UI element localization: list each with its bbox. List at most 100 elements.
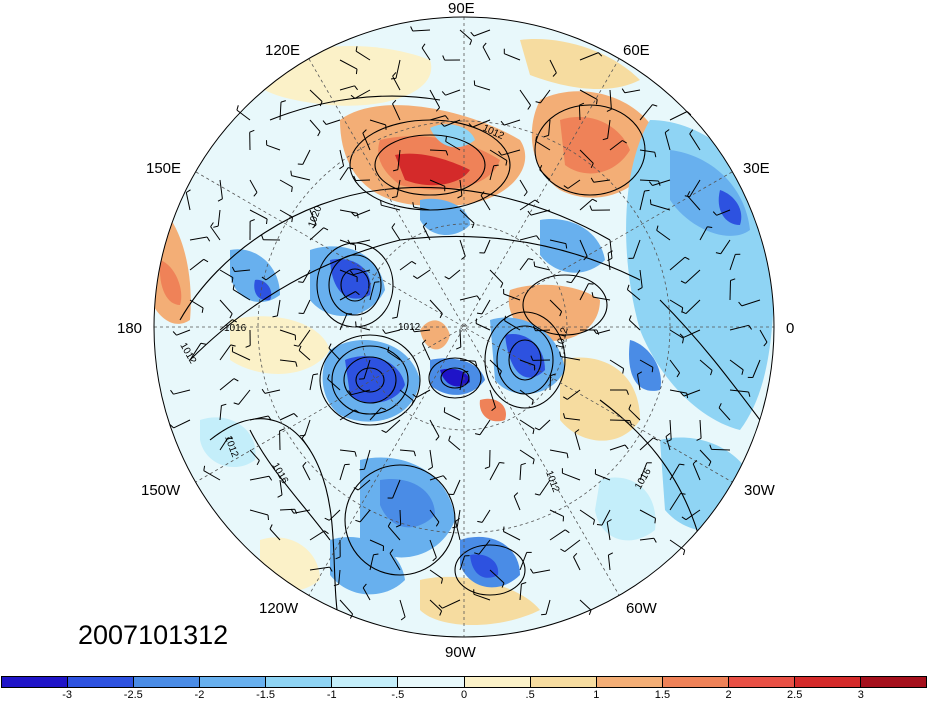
wind-barb xyxy=(519,552,528,571)
colorbar-swatch xyxy=(2,677,69,687)
wind-barb-flag xyxy=(592,519,595,525)
wind-barb-flag xyxy=(349,270,354,276)
colorbar-swatch xyxy=(266,677,333,687)
wind-barb xyxy=(279,179,293,188)
wind-barb xyxy=(279,102,282,121)
wind-barb xyxy=(219,405,222,421)
wind-barb xyxy=(504,119,521,126)
wind-barb-flag xyxy=(707,226,713,228)
wind-barb-flag xyxy=(351,212,356,217)
wind-barb xyxy=(392,479,401,499)
wind-barb-flag xyxy=(353,487,359,491)
wind-barb xyxy=(339,599,353,615)
wind-barb xyxy=(328,347,341,361)
wind-barb-flag xyxy=(654,152,657,158)
wind-barb-flag xyxy=(355,46,358,52)
wind-barb xyxy=(302,465,311,481)
wind-barb xyxy=(519,449,535,460)
wind-barb xyxy=(339,291,356,301)
wind-barb-flag xyxy=(400,616,406,621)
wind-barb-flag xyxy=(535,101,541,104)
wind-barb-flag xyxy=(598,52,603,57)
wind-barb xyxy=(664,132,671,151)
wind-barb-flag xyxy=(474,433,481,436)
wind-barb-flag xyxy=(391,196,397,199)
wind-barb xyxy=(567,179,581,189)
wind-barb xyxy=(442,599,461,609)
wind-barb xyxy=(593,179,611,183)
wind-barb-flag xyxy=(710,370,713,376)
wind-barb-flag xyxy=(529,568,534,574)
wind-barb-flag xyxy=(708,461,712,467)
wind-barb xyxy=(429,569,443,580)
wind-barb xyxy=(422,226,431,241)
wind-barb xyxy=(309,209,317,225)
wind-barb xyxy=(339,239,356,246)
wind-barb xyxy=(519,389,534,401)
wind-barb-flag xyxy=(684,256,690,260)
wind-barb xyxy=(354,209,371,217)
wind-barb xyxy=(689,179,701,197)
wind-barb-flag xyxy=(687,191,691,197)
wind-barb-flag xyxy=(298,281,304,283)
wind-barb xyxy=(444,411,461,421)
wind-barb-flag xyxy=(474,552,480,555)
colorbar-swatch xyxy=(200,677,267,687)
wind-barb xyxy=(669,389,687,394)
wind-barb-flag xyxy=(395,524,401,528)
wind-barb-flag xyxy=(267,415,272,421)
wind-barb xyxy=(459,179,463,196)
wind-barb-flag xyxy=(500,282,504,288)
wind-barb-flag xyxy=(654,518,656,524)
wind-barb-flag xyxy=(564,529,570,534)
wind-barb-flag xyxy=(689,129,694,135)
wind-barb-flag xyxy=(439,313,443,319)
wind-barb-flag xyxy=(592,198,598,202)
wind-barb xyxy=(219,179,223,199)
wind-barb-flag xyxy=(498,150,502,156)
wind-barb-flag xyxy=(505,160,508,166)
wind-barb xyxy=(459,372,464,391)
wind-barb-flag xyxy=(422,222,428,227)
wind-barb xyxy=(729,280,731,301)
wind-barb xyxy=(564,539,581,552)
wind-barb-flag xyxy=(319,101,323,107)
wind-barb-flag xyxy=(359,468,365,471)
wind-barb xyxy=(609,239,613,259)
wind-barb xyxy=(421,47,431,61)
wind-barb-flag xyxy=(411,327,415,332)
wind-barb-flag xyxy=(562,396,568,400)
wind-barb xyxy=(489,149,508,162)
wind-barb xyxy=(363,359,371,379)
wind-barb xyxy=(339,209,358,214)
lon-label-30w: 30W xyxy=(744,482,775,499)
wind-barb xyxy=(453,479,461,495)
lon-label-120w: 120W xyxy=(259,600,299,617)
wind-barb xyxy=(593,296,611,301)
wind-barb-flag xyxy=(268,475,273,481)
wind-barb xyxy=(353,269,371,276)
cold-anomaly-regions xyxy=(200,120,774,595)
wind-barb-flag xyxy=(170,389,174,395)
wind-barb-flag xyxy=(656,225,659,231)
wind-barb-flag xyxy=(491,407,496,411)
lon-label-60w: 60W xyxy=(626,600,657,617)
wind-barb xyxy=(578,105,581,121)
wind-barb-flag xyxy=(493,164,499,167)
colorbar-tick-label: -1 xyxy=(326,689,337,701)
wind-barb-flag xyxy=(476,312,483,315)
wind-barb-flag xyxy=(448,435,451,441)
wind-barb-flag xyxy=(653,537,657,543)
lon-label-120e: 120E xyxy=(265,42,301,59)
wind-barb-flag xyxy=(392,72,397,77)
wind-barb xyxy=(639,149,655,153)
isobar-label: 1016 xyxy=(224,323,247,334)
wind-barb-flag xyxy=(301,434,306,439)
wind-barb-flag xyxy=(622,368,625,374)
wind-barb-flag xyxy=(298,345,302,351)
wind-barb-flag xyxy=(387,521,392,527)
wind-barb xyxy=(238,389,251,405)
wind-barb xyxy=(685,509,701,521)
wind-barb-flag xyxy=(482,42,487,48)
wind-barb xyxy=(519,199,536,211)
